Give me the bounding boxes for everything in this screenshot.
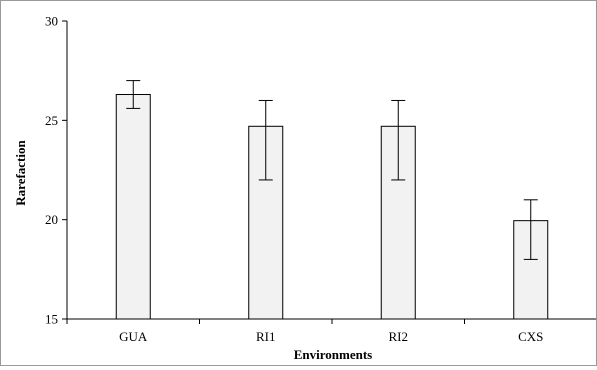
y-axis: 15 20 25 30 (45, 14, 68, 327)
y-tick-label: 20 (45, 212, 58, 227)
x-axis: GUA RI1 RI2 CXS (66, 318, 597, 344)
bar-cxs (513, 220, 549, 320)
y-tick-label: 15 (45, 312, 58, 327)
x-tick-label: GUA (119, 329, 148, 344)
y-tick-label: 25 (45, 113, 58, 128)
error-bars (126, 80, 538, 260)
x-tick-label: RI2 (389, 329, 409, 344)
x-tick-label: CXS (518, 329, 543, 344)
x-axis-title: Environments (294, 347, 373, 362)
bars (115, 94, 549, 320)
x-tick-label: RI1 (256, 329, 276, 344)
y-axis-title: Rarefaction (13, 140, 28, 206)
bar-gua (115, 94, 151, 320)
y-tick-label: 30 (45, 14, 58, 29)
